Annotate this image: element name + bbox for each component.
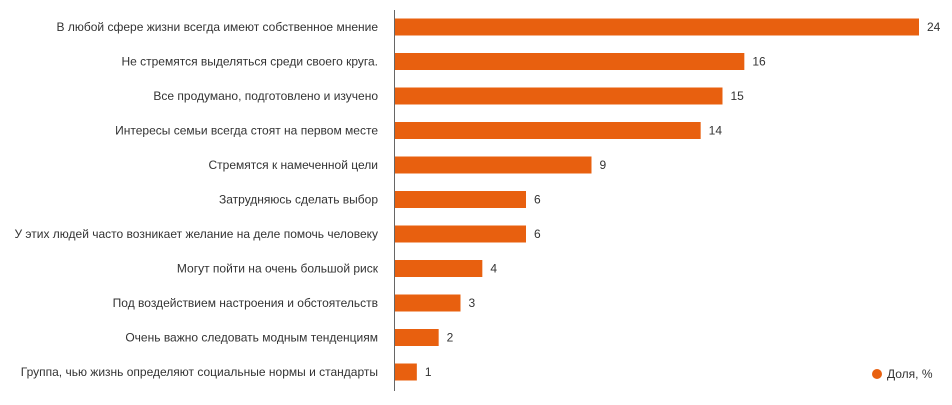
category-label: Могут пойти на очень большой риск [177,262,379,276]
bar[interactable] [395,18,919,36]
bar[interactable] [395,260,483,277]
bar[interactable] [395,156,592,174]
bar[interactable] [395,329,439,346]
data-label: 9 [600,158,607,172]
data-label: 3 [469,296,476,310]
category-label: Затрудняюсь сделать выбор [219,193,378,207]
data-label: 15 [731,89,745,103]
category-label: Под воздействием настроения и обстоятель… [113,296,378,310]
bar[interactable] [395,87,723,105]
bar[interactable] [395,53,745,70]
data-label: 6 [534,193,541,207]
category-label: Группа, чью жизнь определяют социальные … [21,365,378,379]
category-label: Все продумано, подготовлено и изучено [153,89,378,103]
category-label: Не стремятся выделяться среди своего кру… [121,55,378,69]
bar[interactable] [395,225,526,243]
legend-label: Доля, % [887,367,933,381]
legend-marker [872,369,882,379]
category-label: У этих людей часто возникает желание на … [14,227,378,241]
data-label: 4 [490,262,497,276]
data-label: 6 [534,227,541,241]
category-label: Стремятся к намеченной цели [209,158,378,172]
legend[interactable]: Доля, % [872,367,933,381]
category-label: В любой сфере жизни всегда имеют собстве… [57,20,379,34]
bar[interactable] [395,294,461,312]
bar[interactable] [395,191,526,208]
data-label: 2 [447,331,454,345]
data-label: 1 [425,365,432,379]
bar[interactable] [395,363,417,381]
data-label: 24 [927,20,941,34]
data-label: 16 [752,55,766,69]
bar[interactable] [395,122,701,139]
category-label: Очень важно следовать модным тенденциям [125,331,378,345]
category-label: Интересы семьи всегда стоят на первом ме… [115,124,378,138]
data-label: 14 [709,124,723,138]
